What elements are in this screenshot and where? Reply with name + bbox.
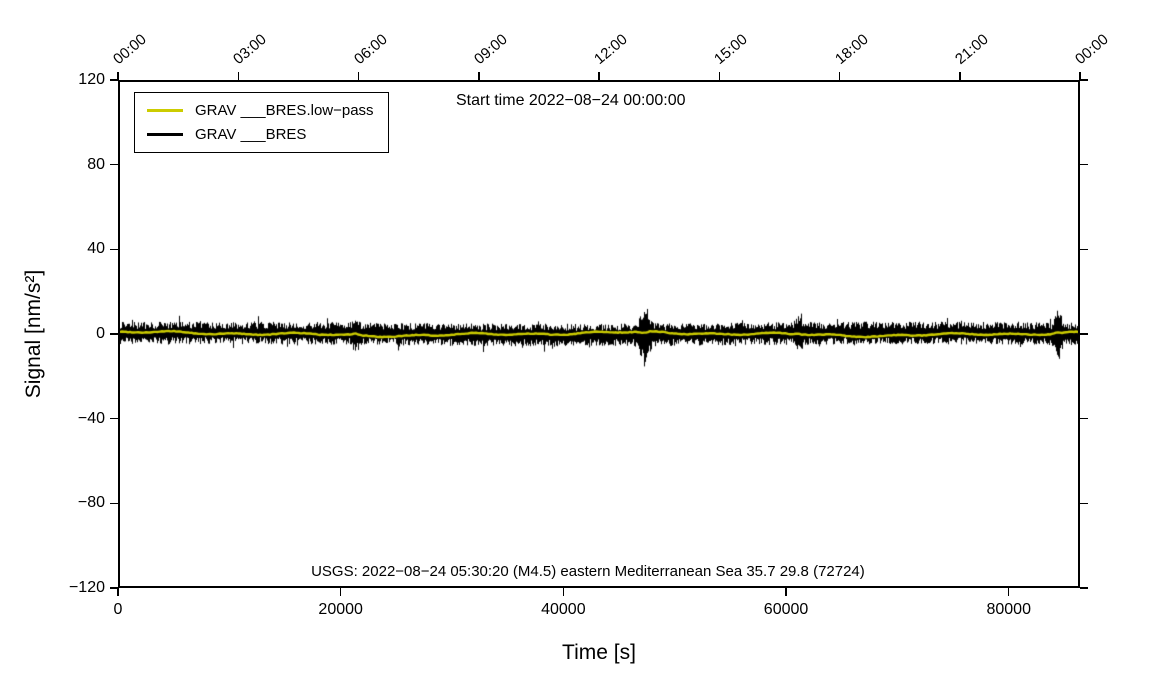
y-tick-label: −120 <box>68 579 105 596</box>
top-tick <box>237 72 239 80</box>
x-tick-label: 60000 <box>763 601 809 618</box>
top-tick <box>838 72 841 80</box>
y-tick-label: 40 <box>87 240 105 258</box>
x-tick-label: 40000 <box>541 601 586 618</box>
legend-line-lowpass-swatch <box>147 109 183 112</box>
top-tick-label: 12:00 <box>591 30 631 68</box>
x-tick-bottom <box>785 588 787 596</box>
y-tick-label: −80 <box>77 494 105 512</box>
legend-item-lowpass: GRAV ___BRES.low−pass <box>147 102 374 119</box>
y-tick-right <box>1080 417 1088 420</box>
y-tick-label: 0 <box>96 325 105 342</box>
top-tick <box>718 72 720 80</box>
plot-title: Start time 2022−08−24 00:00:00 <box>456 92 686 109</box>
plot-area: GRAV ___BRES.low−pass GRAV ___BRES Start… <box>118 80 1080 588</box>
y-tick-right <box>1080 333 1088 335</box>
y-tick-right <box>1080 248 1088 251</box>
y-tick-label: 80 <box>87 155 105 173</box>
top-tick <box>117 72 119 80</box>
top-tick-label: 06:00 <box>350 30 391 68</box>
y-tick-right <box>1080 163 1088 166</box>
legend-label-lowpass: GRAV ___BRES.low−pass <box>195 102 374 119</box>
y-tick-left <box>110 79 118 81</box>
top-tick-label: 15:00 <box>711 30 752 68</box>
y-tick-left <box>110 163 118 166</box>
legend: GRAV ___BRES.low−pass GRAV ___BRES <box>134 92 389 153</box>
y-tick-left <box>110 333 118 335</box>
x-tick-bottom <box>562 588 565 596</box>
top-tick-label: 18:00 <box>831 30 872 68</box>
y-tick-left <box>110 417 118 420</box>
x-tick-bottom <box>1007 588 1010 596</box>
y-tick-left <box>110 502 118 505</box>
top-tick <box>598 72 600 80</box>
y-tick-label: −40 <box>77 409 105 427</box>
x-tick-bottom <box>339 588 342 596</box>
usgs-annotation: USGS: 2022−08−24 05:30:20 (M4.5) eastern… <box>311 563 865 580</box>
top-tick <box>959 72 961 80</box>
top-tick-label: 03:00 <box>230 30 271 68</box>
top-tick <box>357 72 360 80</box>
top-tick-label: 00:00 <box>110 30 150 68</box>
legend-item-raw: GRAV ___BRES <box>147 126 374 143</box>
x-axis-label: Time [s] <box>562 641 636 664</box>
top-tick-label: 00:00 <box>1072 30 1112 68</box>
y-tick-left <box>110 587 118 589</box>
x-tick-label: 0 <box>113 601 123 618</box>
y-tick-right <box>1080 587 1088 589</box>
top-tick-label: 21:00 <box>951 30 992 68</box>
waveform-canvas <box>120 82 1078 586</box>
top-tick <box>478 72 480 80</box>
y-tick-left <box>110 248 118 251</box>
x-tick-label: 80000 <box>986 601 1031 618</box>
top-tick-label: 09:00 <box>470 30 511 68</box>
legend-line-raw-swatch <box>147 133 183 136</box>
top-tick <box>1079 72 1081 80</box>
y-tick-right <box>1080 502 1088 505</box>
legend-label-raw: GRAV ___BRES <box>195 126 307 143</box>
y-axis-label: Signal [nm/s²] <box>22 269 45 399</box>
y-tick-right <box>1080 79 1088 81</box>
x-tick-label: 20000 <box>318 601 363 618</box>
x-tick-bottom <box>117 588 119 596</box>
y-tick-label: 120 <box>78 71 105 88</box>
